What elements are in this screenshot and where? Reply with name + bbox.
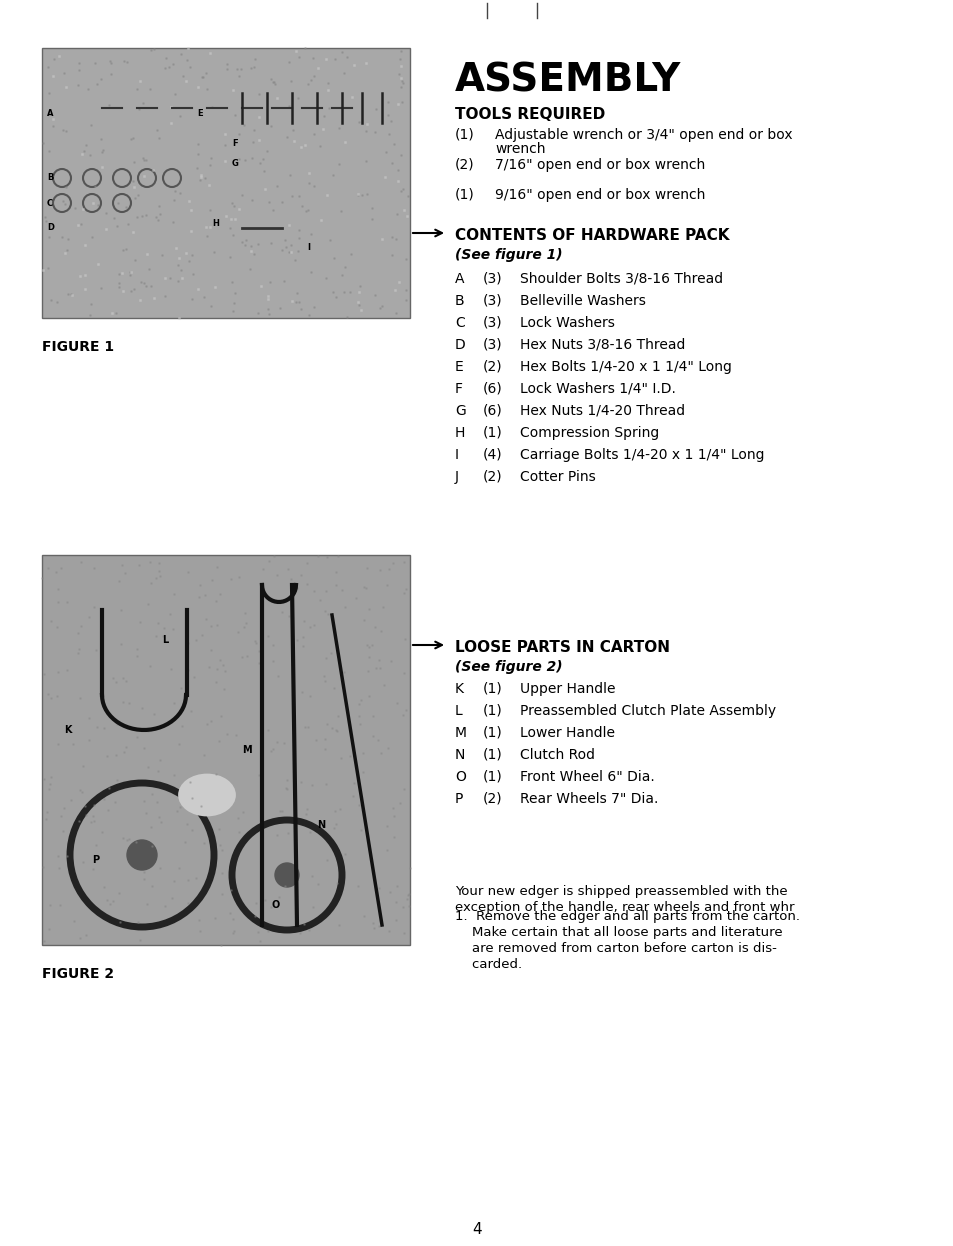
Text: G: G bbox=[455, 404, 465, 417]
Text: LOOSE PARTS IN CARTON: LOOSE PARTS IN CARTON bbox=[455, 640, 669, 655]
Text: (1): (1) bbox=[455, 128, 475, 142]
Text: (3): (3) bbox=[482, 272, 502, 287]
Text: carded.: carded. bbox=[455, 958, 521, 971]
Ellipse shape bbox=[179, 775, 234, 815]
Text: (3): (3) bbox=[482, 294, 502, 308]
Text: (1): (1) bbox=[482, 770, 502, 784]
Text: I: I bbox=[307, 243, 310, 253]
Text: Belleville Washers: Belleville Washers bbox=[519, 294, 645, 308]
Text: L: L bbox=[455, 704, 462, 718]
Text: I: I bbox=[455, 449, 458, 462]
Bar bbox=[42, 49, 410, 318]
Text: H: H bbox=[212, 218, 218, 228]
Text: (2): (2) bbox=[455, 158, 475, 172]
Text: FIGURE 2: FIGURE 2 bbox=[42, 967, 114, 981]
Text: (6): (6) bbox=[482, 404, 502, 417]
Text: G: G bbox=[232, 158, 238, 167]
Circle shape bbox=[274, 863, 298, 887]
Text: O: O bbox=[455, 770, 465, 784]
Text: H: H bbox=[455, 426, 465, 440]
Text: Rear Wheels 7" Dia.: Rear Wheels 7" Dia. bbox=[519, 792, 658, 806]
Text: Hex Bolts 1/4-20 x 1 1/4" Long: Hex Bolts 1/4-20 x 1 1/4" Long bbox=[519, 360, 731, 374]
Text: 7/16" open end or box wrench: 7/16" open end or box wrench bbox=[495, 158, 704, 172]
Text: (3): (3) bbox=[482, 316, 502, 330]
Text: F: F bbox=[455, 383, 462, 396]
Text: Adjustable wrench or 3/4" open end or box: Adjustable wrench or 3/4" open end or bo… bbox=[495, 128, 792, 142]
Text: (See figure 2): (See figure 2) bbox=[455, 660, 562, 674]
Text: (See figure 1): (See figure 1) bbox=[455, 248, 562, 262]
Text: CONTENTS OF HARDWARE PACK: CONTENTS OF HARDWARE PACK bbox=[455, 228, 729, 243]
Text: are removed from carton before carton is dis-: are removed from carton before carton is… bbox=[455, 942, 776, 954]
Text: C: C bbox=[47, 198, 53, 208]
Text: Front Wheel 6" Dia.: Front Wheel 6" Dia. bbox=[519, 770, 654, 784]
Text: Upper Handle: Upper Handle bbox=[519, 682, 615, 697]
Text: Shoulder Bolts 3/8-16 Thread: Shoulder Bolts 3/8-16 Thread bbox=[519, 272, 722, 287]
Text: (1): (1) bbox=[482, 726, 502, 740]
Bar bbox=[42, 554, 410, 944]
Text: J: J bbox=[455, 470, 458, 483]
Text: N: N bbox=[316, 820, 325, 830]
Text: Clutch Rod: Clutch Rod bbox=[519, 748, 595, 763]
Text: (1): (1) bbox=[482, 748, 502, 763]
Text: Lock Washers: Lock Washers bbox=[519, 316, 615, 330]
Text: (1): (1) bbox=[482, 426, 502, 440]
Text: A: A bbox=[47, 108, 53, 117]
Text: N: N bbox=[455, 748, 465, 763]
Text: 9/16" open end or box wrench: 9/16" open end or box wrench bbox=[495, 188, 704, 202]
Text: (6): (6) bbox=[482, 383, 502, 396]
Text: P: P bbox=[91, 855, 99, 865]
Text: A: A bbox=[455, 272, 464, 287]
Text: wrench: wrench bbox=[495, 142, 545, 156]
Text: Your new edger is shipped preassembled with the: Your new edger is shipped preassembled w… bbox=[455, 885, 787, 898]
Text: FIGURE 1: FIGURE 1 bbox=[42, 340, 114, 354]
Text: (4): (4) bbox=[482, 449, 502, 462]
Text: exception of the handle, rear wheels and front whr: exception of the handle, rear wheels and… bbox=[455, 901, 794, 915]
Circle shape bbox=[127, 840, 157, 870]
Text: D: D bbox=[47, 223, 54, 233]
Text: Hex Nuts 1/4-20 Thread: Hex Nuts 1/4-20 Thread bbox=[519, 404, 684, 417]
Text: TOOLS REQUIRED: TOOLS REQUIRED bbox=[455, 107, 604, 122]
Text: Lower Handle: Lower Handle bbox=[519, 726, 615, 740]
Text: (1): (1) bbox=[455, 188, 475, 202]
Text: B: B bbox=[455, 294, 464, 308]
Text: P: P bbox=[455, 792, 463, 806]
Text: K: K bbox=[455, 682, 463, 697]
Text: 1.  Remove the edger and all parts from the carton.: 1. Remove the edger and all parts from t… bbox=[455, 910, 800, 923]
Text: 4: 4 bbox=[472, 1222, 481, 1237]
Text: D: D bbox=[455, 338, 465, 353]
Text: (1): (1) bbox=[482, 682, 502, 697]
Text: E: E bbox=[455, 360, 463, 374]
Text: (3): (3) bbox=[482, 338, 502, 353]
Text: Preassembled Clutch Plate Assembly: Preassembled Clutch Plate Assembly bbox=[519, 704, 776, 718]
Text: (1): (1) bbox=[482, 704, 502, 718]
Text: Make certain that all loose parts and literature: Make certain that all loose parts and li… bbox=[455, 926, 781, 939]
Text: Compression Spring: Compression Spring bbox=[519, 426, 659, 440]
Text: O: O bbox=[272, 900, 280, 910]
Text: K: K bbox=[64, 725, 71, 735]
Text: C: C bbox=[455, 316, 464, 330]
Text: Lock Washers 1/4" I.D.: Lock Washers 1/4" I.D. bbox=[519, 383, 675, 396]
Text: ASSEMBLY: ASSEMBLY bbox=[455, 62, 680, 100]
Text: Carriage Bolts 1/4-20 x 1 1/4" Long: Carriage Bolts 1/4-20 x 1 1/4" Long bbox=[519, 449, 763, 462]
Text: (2): (2) bbox=[482, 792, 502, 806]
Text: M: M bbox=[242, 745, 252, 755]
Text: F: F bbox=[232, 138, 237, 147]
Text: Hex Nuts 3/8-16 Thread: Hex Nuts 3/8-16 Thread bbox=[519, 338, 684, 353]
Text: (2): (2) bbox=[482, 470, 502, 483]
Text: E: E bbox=[196, 108, 202, 117]
Text: Cotter Pins: Cotter Pins bbox=[519, 470, 595, 483]
Text: B: B bbox=[47, 173, 53, 182]
Text: (2): (2) bbox=[482, 360, 502, 374]
Text: M: M bbox=[455, 726, 467, 740]
Text: L: L bbox=[162, 635, 168, 645]
